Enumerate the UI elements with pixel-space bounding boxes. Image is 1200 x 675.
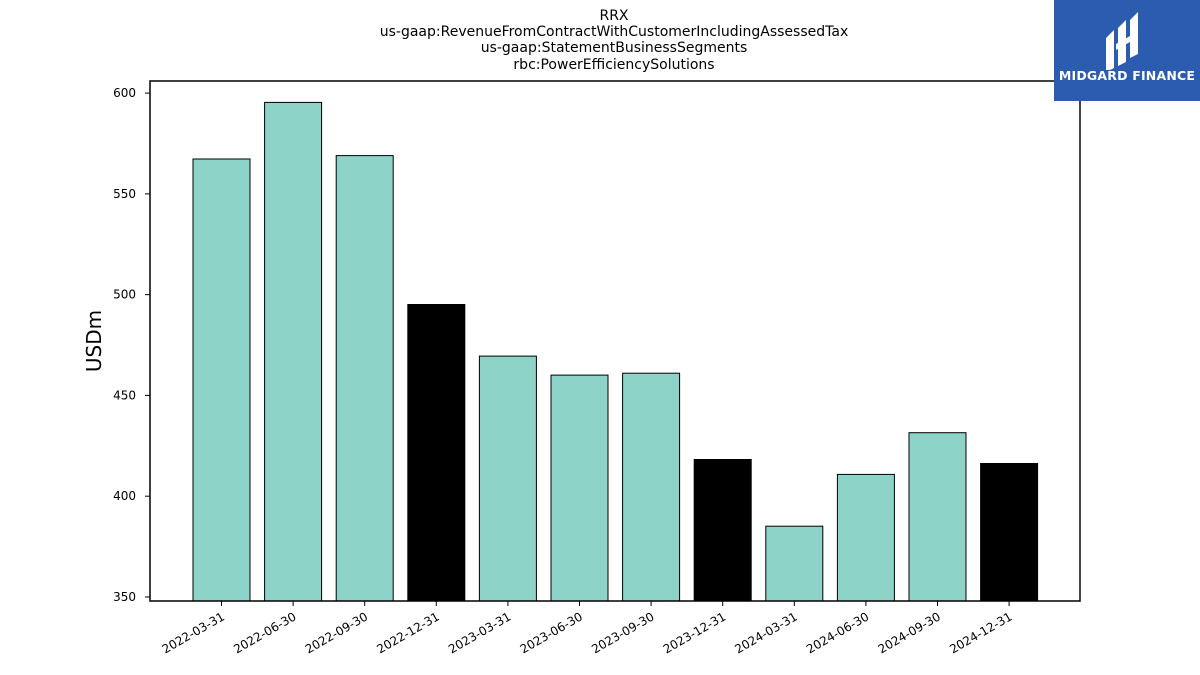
bar-2024-03-31 (765, 525, 824, 602)
x-tick-label: 2023-09-30 (589, 609, 656, 656)
x-tick-label: 2022-12-31 (374, 609, 441, 656)
bar-2023-09-30 (622, 372, 681, 602)
x-axis: 2022-03-31 2022-06-30 2022-09-30 2022-12-31… (160, 601, 1015, 656)
y-tick-label: 450 (113, 388, 136, 402)
x-tick-label: 2023-12-31 (661, 609, 728, 656)
chart-title: RRX us-gaap:RevenueFromContractWithCusto… (380, 8, 849, 73)
x-tick-label: 2024-12-31 (947, 609, 1014, 656)
chart-title-line: rbc:PowerEfficiencySolutions (513, 57, 714, 73)
x-tick-label: 2024-06-30 (804, 609, 871, 656)
chart-title-line: us-gaap:RevenueFromContractWithCustomerI… (380, 24, 849, 40)
y-tick-label: 550 (113, 187, 136, 201)
bar-2023-03-31 (478, 355, 537, 602)
logo-text: MIDGARD FINANCE (1058, 68, 1196, 83)
bar-2022-09-30 (335, 155, 394, 602)
chart-title-line: RRX (599, 8, 628, 24)
x-tick-label: 2024-09-30 (876, 609, 943, 656)
x-tick-label: 2024-03-31 (732, 609, 799, 656)
bar-2022-03-31 (192, 158, 251, 602)
plot-frame (149, 80, 1081, 602)
y-tick-label: 350 (113, 590, 136, 604)
midgard-finance-logo: MIDGARD FINANCE (1054, 0, 1200, 101)
x-tick-label: 2023-03-31 (446, 609, 513, 656)
bar-2024-06-30 (836, 473, 895, 602)
x-tick-label: 2023-06-30 (518, 609, 585, 656)
x-tick-label: 2022-09-30 (303, 609, 370, 656)
x-tick-label: 2022-03-31 (160, 609, 227, 656)
y-tick-label: 500 (113, 288, 136, 302)
y-axis: 350 400 450 500 550 600 (113, 86, 150, 604)
bar-2024-09-30 (908, 432, 967, 602)
chart-title-line: us-gaap:StatementBusinessSegments (481, 40, 748, 56)
bar-2023-12-31 (693, 459, 752, 602)
bar-2023-06-30 (550, 374, 609, 602)
bar-2022-12-31 (407, 304, 466, 602)
x-tick-label: 2022-06-30 (231, 609, 298, 656)
bars-group (192, 101, 1039, 602)
y-tick-label: 600 (113, 86, 136, 100)
bar-2024-12-31 (980, 463, 1039, 602)
logo-mark-icon (1106, 12, 1138, 70)
bar-2022-06-30 (264, 101, 323, 602)
y-axis-label: USDm (82, 310, 106, 372)
y-tick-label: 400 (113, 489, 136, 503)
